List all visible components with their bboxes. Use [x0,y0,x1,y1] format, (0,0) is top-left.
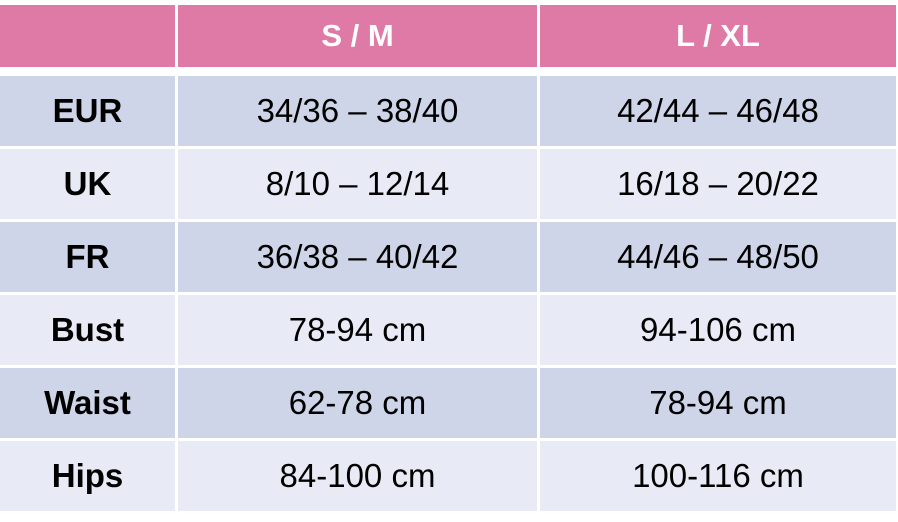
table-cell: 8/10 – 12/14 [178,149,537,219]
row-label: Waist [0,368,175,438]
table-cell: 100-116 cm [540,441,896,511]
row-label: EUR [0,76,175,146]
row-label: FR [0,222,175,292]
table-cell: 44/46 – 48/50 [540,222,896,292]
table-cell: 62-78 cm [178,368,537,438]
header-cell: S / M [178,5,537,67]
table-cell: 94-106 cm [540,295,896,365]
table-cell: 34/36 – 38/40 [178,76,537,146]
table-cell: 78-94 cm [178,295,537,365]
table-cell: 78-94 cm [540,368,896,438]
table-cell: 42/44 – 46/48 [540,76,896,146]
row-label: UK [0,149,175,219]
table-cell: 84-100 cm [178,441,537,511]
header-cell: L / XL [540,5,896,67]
header-corner [0,5,175,67]
table-cell: 16/18 – 20/22 [540,149,896,219]
row-label: Bust [0,295,175,365]
size-table: S / M L / XL EUR 34/36 – 38/40 42/44 – 46/… [0,5,896,511]
row-label: Hips [0,441,175,511]
table-cell: 36/38 – 40/42 [178,222,537,292]
